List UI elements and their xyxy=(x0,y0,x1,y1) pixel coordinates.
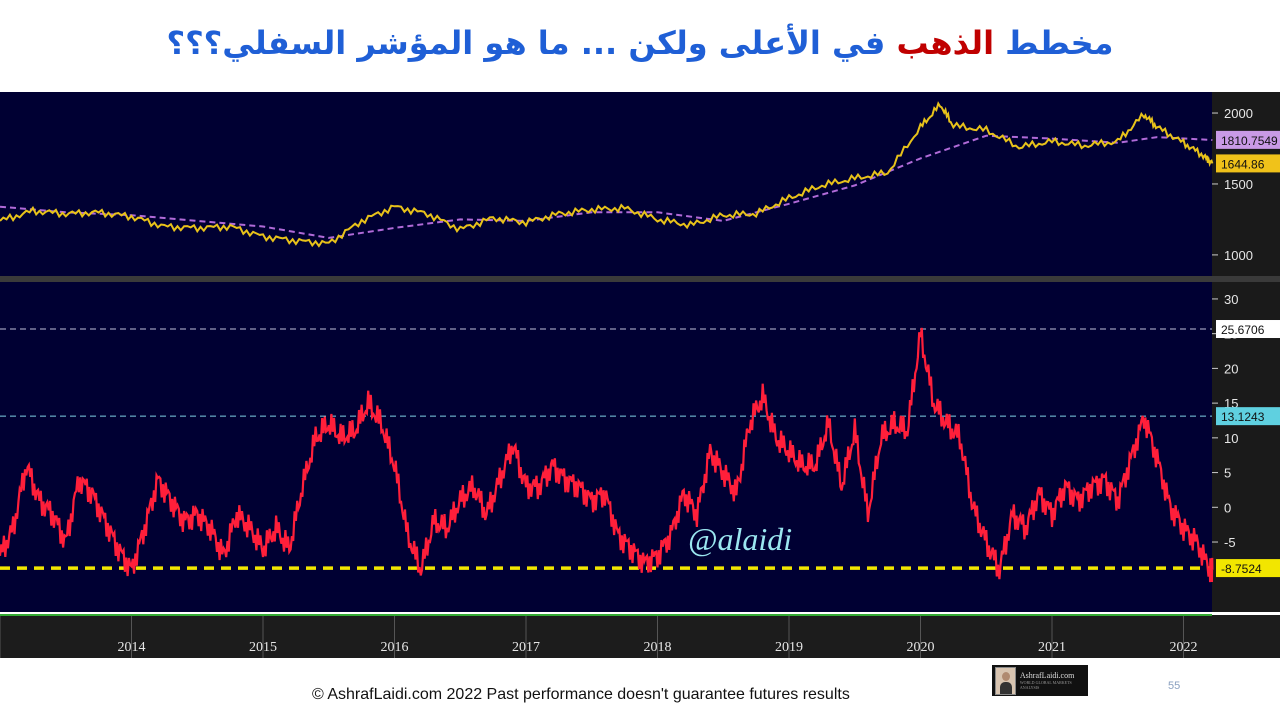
title-part-2: الذهب xyxy=(896,24,995,62)
reference-label: 25.6706 xyxy=(1221,323,1265,337)
y-tick-label: 1000 xyxy=(1224,248,1253,263)
x-tick-label: 2016 xyxy=(381,640,409,655)
y-tick-label: 10 xyxy=(1224,431,1238,446)
x-axis-band xyxy=(0,615,1280,658)
x-tick-label: 2022 xyxy=(1170,640,1198,655)
reference-label: -8.7524 xyxy=(1221,562,1262,576)
indicator-line xyxy=(0,327,1214,583)
watermark-handle: @alaidi xyxy=(688,521,792,557)
price-label-ma-bg xyxy=(1216,130,1280,149)
reference-label: 13.1243 xyxy=(1221,410,1265,424)
gold-price-panel: 1000 1500 2000 1810.7549 1644.86 xyxy=(0,101,1280,263)
y-tick-label: 30 xyxy=(1224,292,1238,307)
y-tick-label: 2000 xyxy=(1224,106,1253,121)
x-axis: 2014 2015 2016 2017 2018 2019 2020 2021 2022 xyxy=(0,616,1198,658)
page-number: 55 xyxy=(1168,680,1181,692)
y-tick-label: 20 xyxy=(1224,361,1238,376)
price-label-ma: 1810.7549 xyxy=(1221,134,1278,148)
reference-label-bg xyxy=(1216,559,1280,578)
slide-title: مخطط الذهب في الأعلى ولكن ... ما هو المؤ… xyxy=(0,18,1280,68)
reference-label-bg xyxy=(1216,320,1280,339)
author-photo-icon xyxy=(995,666,1016,695)
price-label-gold: 1644.86 xyxy=(1221,157,1265,171)
x-tick-label: 2017 xyxy=(512,640,540,655)
x-tick-label: 2015 xyxy=(249,640,277,655)
gold-price-line xyxy=(0,101,1214,248)
x-tick-label: 2020 xyxy=(907,640,935,655)
top-panel-bg xyxy=(0,92,1212,276)
x-tick-label: 2018 xyxy=(644,640,672,655)
title-part-1: مخطط xyxy=(994,24,1114,62)
y-tick-label: 1500 xyxy=(1224,177,1253,192)
price-label-gold-bg xyxy=(1216,154,1280,173)
x-tick-label: 2021 xyxy=(1038,640,1066,655)
y-tick-label: 5 xyxy=(1224,466,1231,481)
reference-label-bg xyxy=(1216,407,1280,426)
title-part-3: في الأعلى ولكن ... ما هو المؤشر السفلي؟؟… xyxy=(166,24,897,62)
logo-text: AshrafLaidi.com xyxy=(1019,671,1075,680)
y-tick-label: 0 xyxy=(1224,500,1231,515)
x-tick-label: 2014 xyxy=(118,640,146,655)
y-tick-label: -5 xyxy=(1224,535,1236,550)
x-tick-label: 2019 xyxy=(775,640,803,655)
copyright-footer: © AshrafLaidi.com 2022 Past performance … xyxy=(312,686,850,703)
brand-logo: AshrafLaidi.com WORLD GLOBAL MARKETS ANAL… xyxy=(992,665,1088,696)
axis-strip-top xyxy=(1212,92,1280,276)
bottom-panel-bg xyxy=(0,282,1212,612)
separator-band xyxy=(0,276,1280,282)
